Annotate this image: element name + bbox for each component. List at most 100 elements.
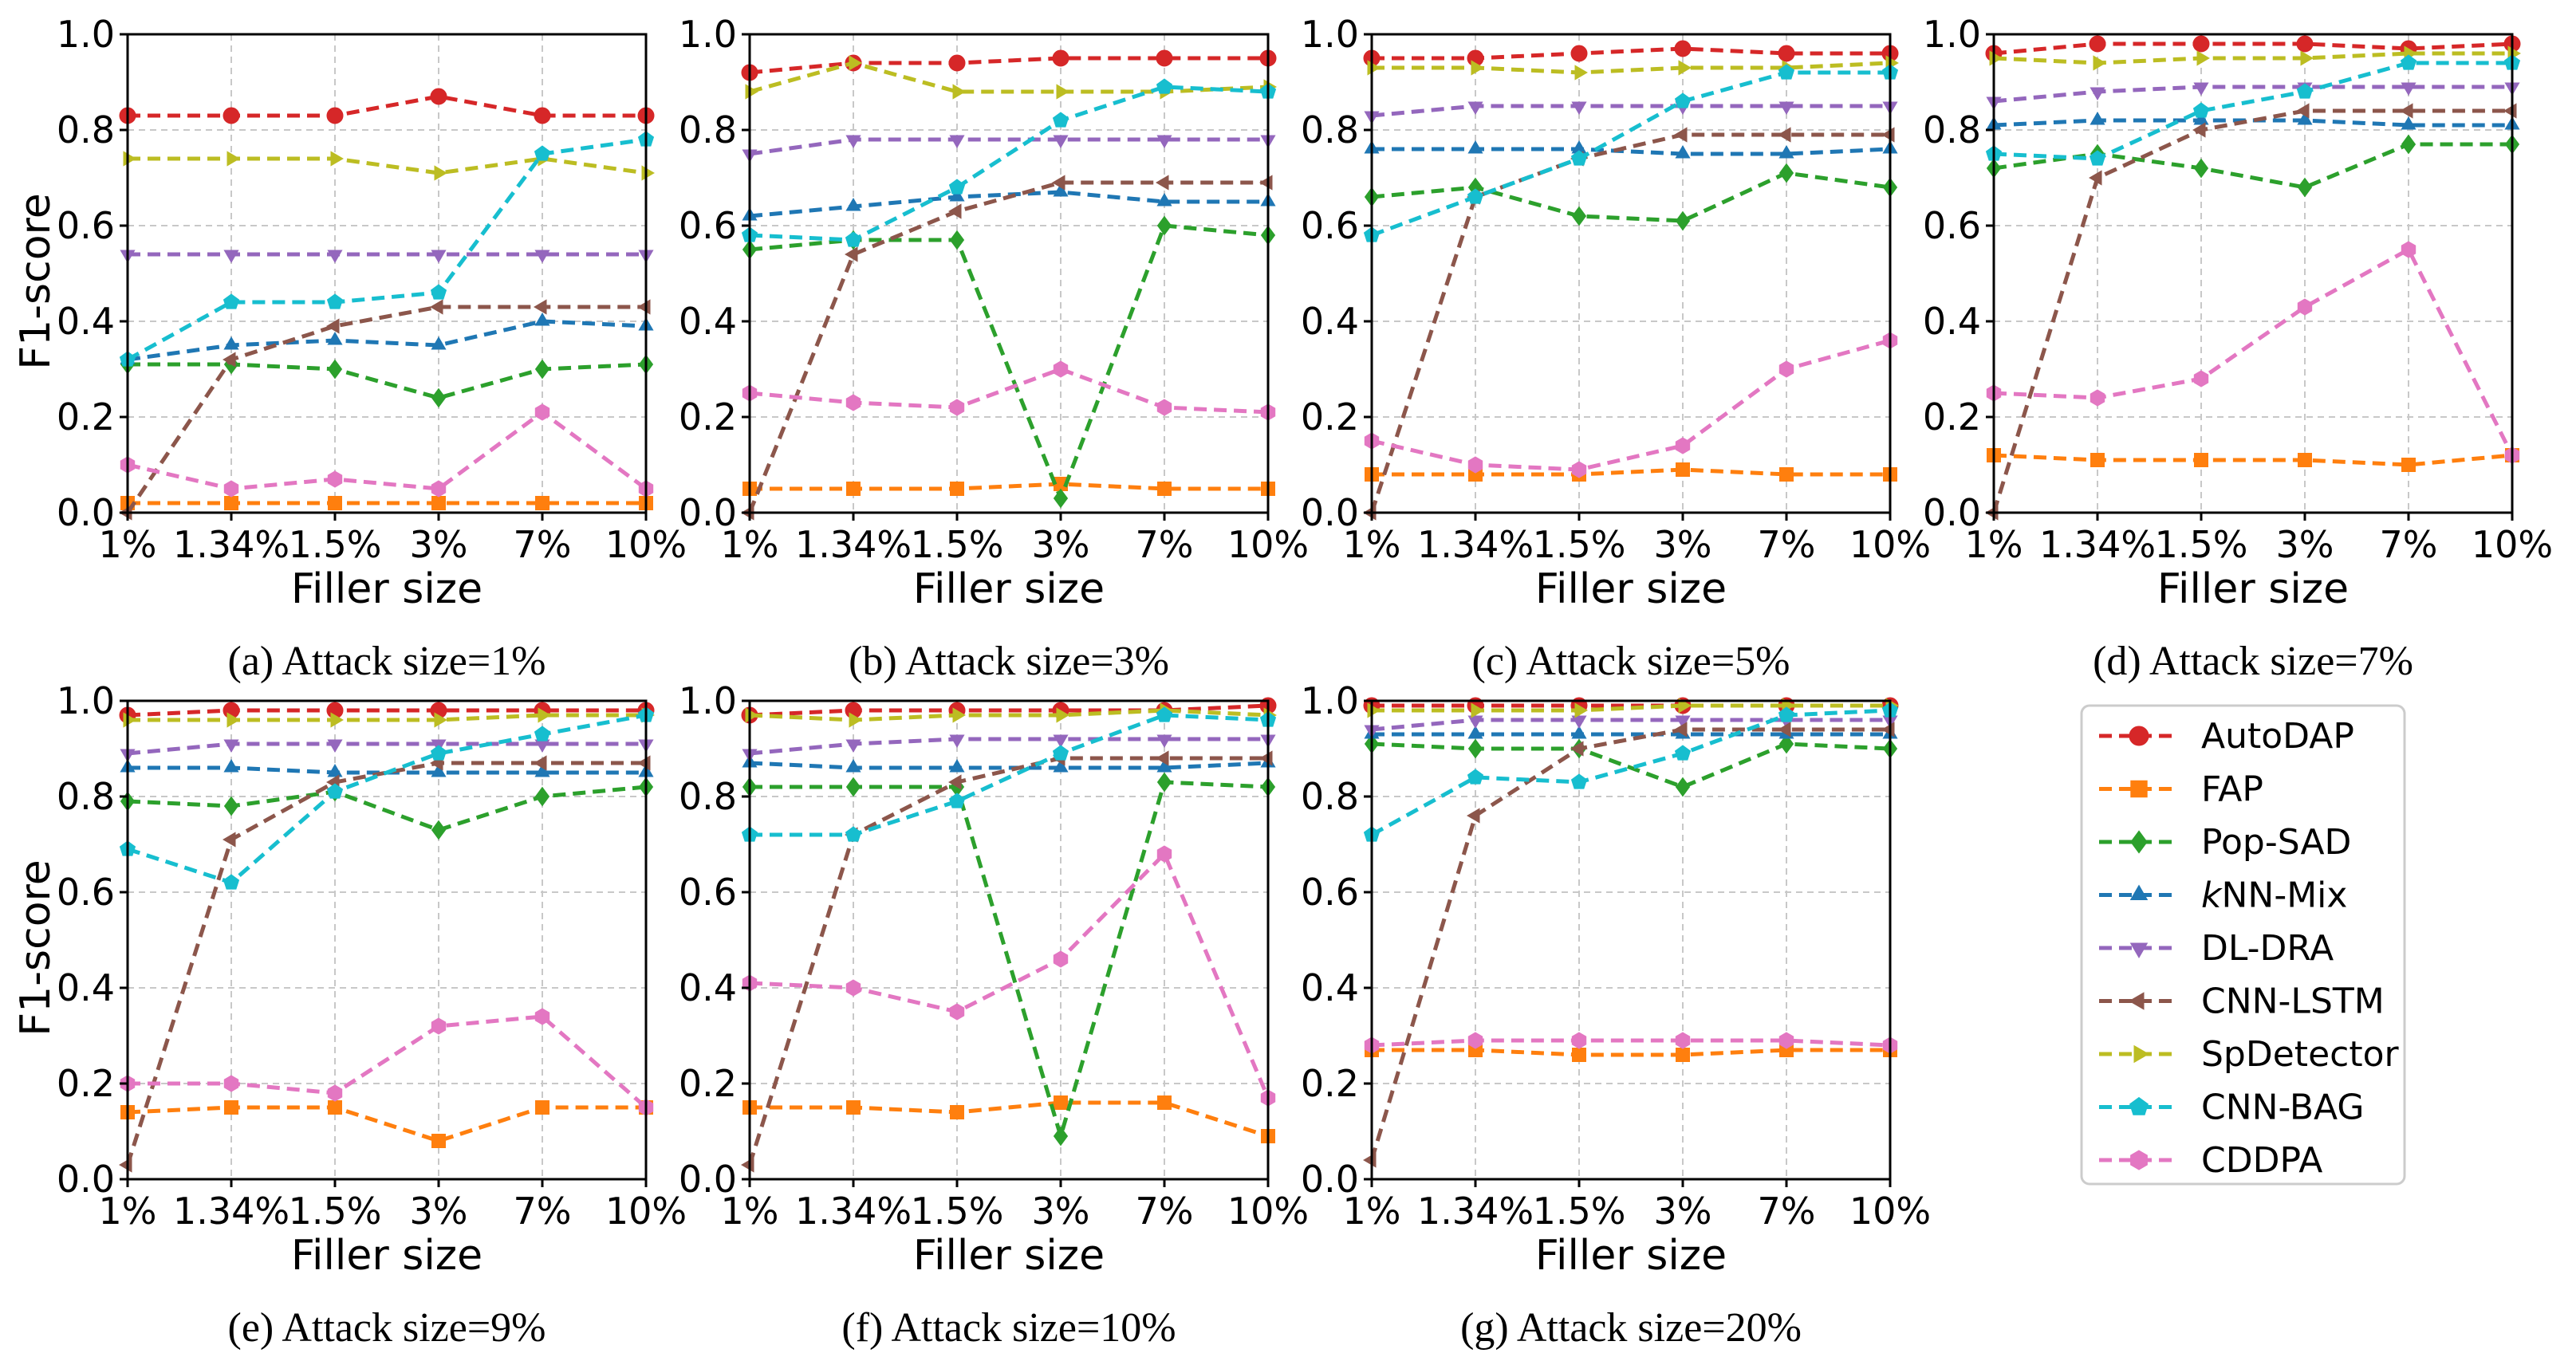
data-point-autodap xyxy=(430,88,447,105)
series-line-autodap xyxy=(749,703,1269,718)
data-point-pop-sad xyxy=(949,230,965,250)
legend-label: DL-DRA xyxy=(2201,928,2334,969)
data-point-cnn-bag xyxy=(430,284,447,300)
data-point-knn-mix xyxy=(2297,112,2313,125)
data-point-cnn-bag xyxy=(2296,83,2314,99)
series-line-spdetector xyxy=(1993,51,2512,65)
axes-frame xyxy=(748,33,1270,514)
x-tick-label: 10% xyxy=(1227,1190,1309,1233)
data-point-cnn-lstm xyxy=(1778,722,1791,738)
data-point-spdetector xyxy=(849,712,862,728)
legend-marker-cnn-bag xyxy=(2129,1096,2149,1115)
data-point-cnn-bag xyxy=(2089,150,2106,166)
data-point-pop-sad xyxy=(2401,134,2416,155)
data-point-dl-dra xyxy=(1053,135,1069,148)
data-point-cnn-bag xyxy=(534,726,551,741)
y-axis-title: F1-score xyxy=(12,193,60,369)
data-point-cddpa xyxy=(431,480,447,498)
data-point-knn-mix xyxy=(949,188,965,202)
series-cnn-bag xyxy=(741,706,1277,842)
data-point-cddpa xyxy=(223,480,239,498)
series-line-cnn-lstm xyxy=(1369,132,1890,513)
y-tick-label: 0.6 xyxy=(57,204,115,247)
series-line-pop-sad xyxy=(127,785,647,832)
data-point-fap xyxy=(1779,467,1794,482)
data-point-cnn-bag xyxy=(1674,92,1692,108)
data-point-fap xyxy=(224,1100,238,1115)
y-tick-label: 0.4 xyxy=(679,966,737,1009)
series-fap xyxy=(742,1095,1275,1143)
data-point-spdetector xyxy=(434,165,447,181)
data-point-cddpa xyxy=(845,394,861,411)
series-knn-mix xyxy=(1364,140,1898,159)
x-tick-label: 10% xyxy=(2472,523,2553,566)
data-point-cnn-bag xyxy=(430,745,447,761)
data-point-pop-sad xyxy=(1053,1126,1069,1147)
data-point-cddpa xyxy=(1675,437,1691,454)
data-point-dl-dra xyxy=(2090,87,2105,100)
series-line-pop-sad xyxy=(128,362,647,400)
series-line-autodap xyxy=(1372,46,1890,61)
x-tick-label: 1.34% xyxy=(173,523,290,566)
x-tick-label: 1% xyxy=(1343,523,1401,566)
series-line-pop-sad xyxy=(750,780,1269,1143)
data-point-spdetector xyxy=(330,151,344,167)
y-tick-label: 0.0 xyxy=(679,491,737,534)
series-pop-sad xyxy=(1364,163,1898,231)
data-point-spdetector xyxy=(538,707,551,723)
subplot-caption: (a) Attack size=1% xyxy=(228,639,546,684)
data-point-knn-mix xyxy=(2090,112,2105,125)
y-tick-label: 0.8 xyxy=(1301,108,1359,151)
data-point-pop-sad xyxy=(2193,158,2209,179)
data-point-dl-dra xyxy=(1571,715,1587,729)
data-point-dl-dra xyxy=(223,739,239,753)
data-point-fap xyxy=(224,496,238,510)
data-point-knn-mix xyxy=(2193,112,2209,125)
x-tick-label: 1.5% xyxy=(289,1190,382,1233)
data-point-spdetector xyxy=(1678,698,1692,714)
data-point-fap xyxy=(1157,482,1172,496)
y-tick-label: 0.2 xyxy=(57,1062,115,1105)
data-point-dl-dra xyxy=(1156,734,1172,748)
data-point-spdetector xyxy=(1056,84,1069,100)
data-point-dl-dra xyxy=(223,250,239,263)
data-point-fap xyxy=(2194,453,2208,467)
x-tick-label: 7% xyxy=(2380,523,2438,566)
series-cnn-bag xyxy=(741,78,1277,247)
data-point-cnn-lstm xyxy=(1778,127,1791,143)
data-point-cnn-bag xyxy=(1778,64,1795,80)
data-point-cnn-bag xyxy=(1778,706,1795,722)
data-point-cddpa xyxy=(1156,845,1172,863)
x-tick-label: 3% xyxy=(410,523,468,566)
data-point-fap xyxy=(535,1100,549,1115)
x-axis-title: Filler size xyxy=(913,1232,1105,1280)
data-point-cddpa xyxy=(2401,241,2416,258)
x-tick-label: 1.34% xyxy=(173,1190,290,1233)
y-tick-label: 0.4 xyxy=(679,300,737,343)
data-point-spdetector xyxy=(2093,55,2106,71)
data-point-knn-mix xyxy=(1156,759,1172,773)
data-point-knn-mix xyxy=(223,759,239,773)
data-point-dl-dra xyxy=(949,135,965,148)
data-point-cnn-lstm xyxy=(1156,750,1169,766)
series-line-cnn-bag xyxy=(750,713,1269,837)
x-tick-label: 10% xyxy=(1227,523,1309,566)
data-point-pop-sad xyxy=(1675,777,1691,797)
y-tick-label: 1.0 xyxy=(57,13,115,56)
axes-frame xyxy=(126,33,648,514)
data-point-pop-sad xyxy=(845,777,861,797)
y-tick-label: 0.6 xyxy=(57,871,115,914)
y-tick-label: 0.6 xyxy=(1301,871,1359,914)
y-tick-label: 0.8 xyxy=(1301,775,1359,818)
data-point-pop-sad xyxy=(223,796,239,816)
data-point-pop-sad xyxy=(534,359,550,380)
series-line-knn-mix xyxy=(749,761,1269,770)
y-tick-label: 0.8 xyxy=(57,108,115,151)
x-tick-label: 10% xyxy=(605,523,687,566)
x-tick-label: 10% xyxy=(605,1190,687,1233)
data-point-knn-mix xyxy=(1053,183,1069,197)
data-point-cnn-bag xyxy=(1052,112,1069,128)
x-axis-title: Filler size xyxy=(1535,565,1727,613)
x-tick-label: 1.5% xyxy=(911,523,1004,566)
